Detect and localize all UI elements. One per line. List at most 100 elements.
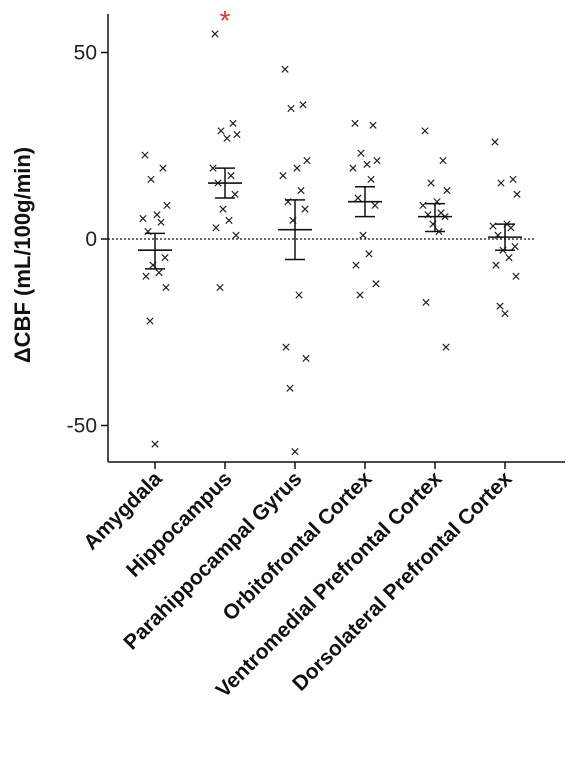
data-groups: *: [138, 5, 522, 456]
data-point-stroke: [349, 164, 357, 172]
data-point-stroke: [157, 218, 165, 226]
data-point: [365, 250, 373, 258]
data-point: [367, 175, 375, 183]
data-point-stroke: [146, 317, 154, 325]
data-point-stroke: [372, 280, 380, 288]
data-point: [211, 30, 219, 38]
data-point-stroke: [505, 254, 513, 262]
data-point: [295, 291, 303, 299]
data-point: [492, 261, 500, 269]
data-point-stroke: [209, 164, 217, 172]
data-point: [427, 179, 435, 187]
data-point: [217, 127, 225, 135]
data-point-stroke: [356, 291, 364, 299]
data-point-stroke: [162, 283, 170, 292]
data-point-stroke: [301, 205, 309, 213]
data-point-stroke: [511, 242, 519, 251]
data-point-stroke: [359, 231, 367, 239]
data-point-stroke: [139, 214, 147, 223]
data-point: [146, 317, 154, 325]
data-point-stroke: [281, 65, 289, 73]
data-point: [507, 224, 515, 232]
data-point-stroke: [427, 179, 435, 187]
data-point-stroke: [232, 231, 240, 239]
data-point-stroke: [286, 384, 294, 392]
data-point-stroke: [225, 216, 233, 224]
data-point-stroke: [287, 104, 295, 113]
data-point: [216, 283, 224, 292]
data-point-stroke: [371, 201, 379, 210]
significance-marker: *: [220, 5, 231, 36]
data-point-stroke: [354, 194, 362, 202]
data-group-4: [348, 119, 382, 299]
data-point: [354, 194, 362, 202]
data-point: [159, 164, 167, 172]
data-point: [151, 440, 159, 448]
data-point-stroke: [442, 343, 450, 351]
data-point-stroke: [223, 134, 231, 142]
data-point: [496, 302, 504, 310]
data-point-stroke: [141, 151, 149, 159]
data-point-stroke: [373, 157, 381, 165]
data-point: [422, 298, 430, 307]
data-point: [372, 280, 380, 288]
data-point-stroke: [421, 127, 429, 135]
data-point: [512, 272, 520, 280]
data-point: [356, 291, 364, 299]
data-point: [141, 151, 149, 159]
data-point: [369, 121, 377, 129]
data-group-2: [208, 30, 242, 292]
data-point-stroke: [513, 190, 521, 198]
data-point-stroke: [509, 175, 517, 183]
data-point: [352, 261, 360, 269]
data-point-stroke: [211, 30, 219, 38]
data-point: [303, 157, 311, 165]
data-point-stroke: [147, 175, 155, 183]
data-point-stroke: [365, 250, 373, 258]
data-point: [443, 186, 451, 195]
data-point-stroke: [501, 309, 509, 318]
data-point: [209, 164, 217, 172]
data-point: [157, 218, 165, 226]
data-point: [142, 272, 150, 280]
data-point-stroke: [229, 119, 237, 127]
data-point: [357, 149, 365, 157]
data-point-stroke: [153, 211, 161, 219]
data-point-stroke: [142, 272, 150, 280]
data-point-stroke: [291, 447, 299, 456]
data-point-stroke: [507, 224, 515, 232]
data-point-stroke: [437, 209, 445, 217]
data-point: [442, 343, 450, 351]
data-point: [233, 130, 241, 139]
data-point-stroke: [439, 157, 447, 165]
data-point: [297, 186, 305, 195]
data-point-stroke: [217, 127, 225, 135]
data-point: [231, 190, 239, 198]
data-point-stroke: [352, 261, 360, 269]
data-point: [359, 231, 367, 239]
y-tick-label: -50: [67, 415, 97, 438]
data-point-stroke: [216, 283, 224, 292]
data-point: [281, 65, 289, 73]
data-point: [351, 119, 359, 127]
data-point: [287, 104, 295, 113]
data-point-stroke: [151, 440, 159, 448]
data-point: [513, 190, 521, 198]
data-point: [227, 171, 235, 180]
data-point-stroke: [367, 175, 375, 183]
y-tick-label: 50: [74, 42, 97, 65]
data-point-stroke: [219, 205, 227, 213]
data-point-stroke: [357, 149, 365, 157]
data-point: [279, 171, 287, 180]
data-group-6: [488, 138, 522, 318]
data-point-stroke: [351, 119, 359, 127]
data-point: [511, 242, 519, 251]
data-point-stroke: [497, 179, 505, 187]
data-point-stroke: [233, 130, 241, 139]
data-point: [301, 205, 309, 213]
data-point-stroke: [491, 138, 499, 146]
data-point-stroke: [369, 121, 377, 129]
data-point: [509, 175, 517, 183]
